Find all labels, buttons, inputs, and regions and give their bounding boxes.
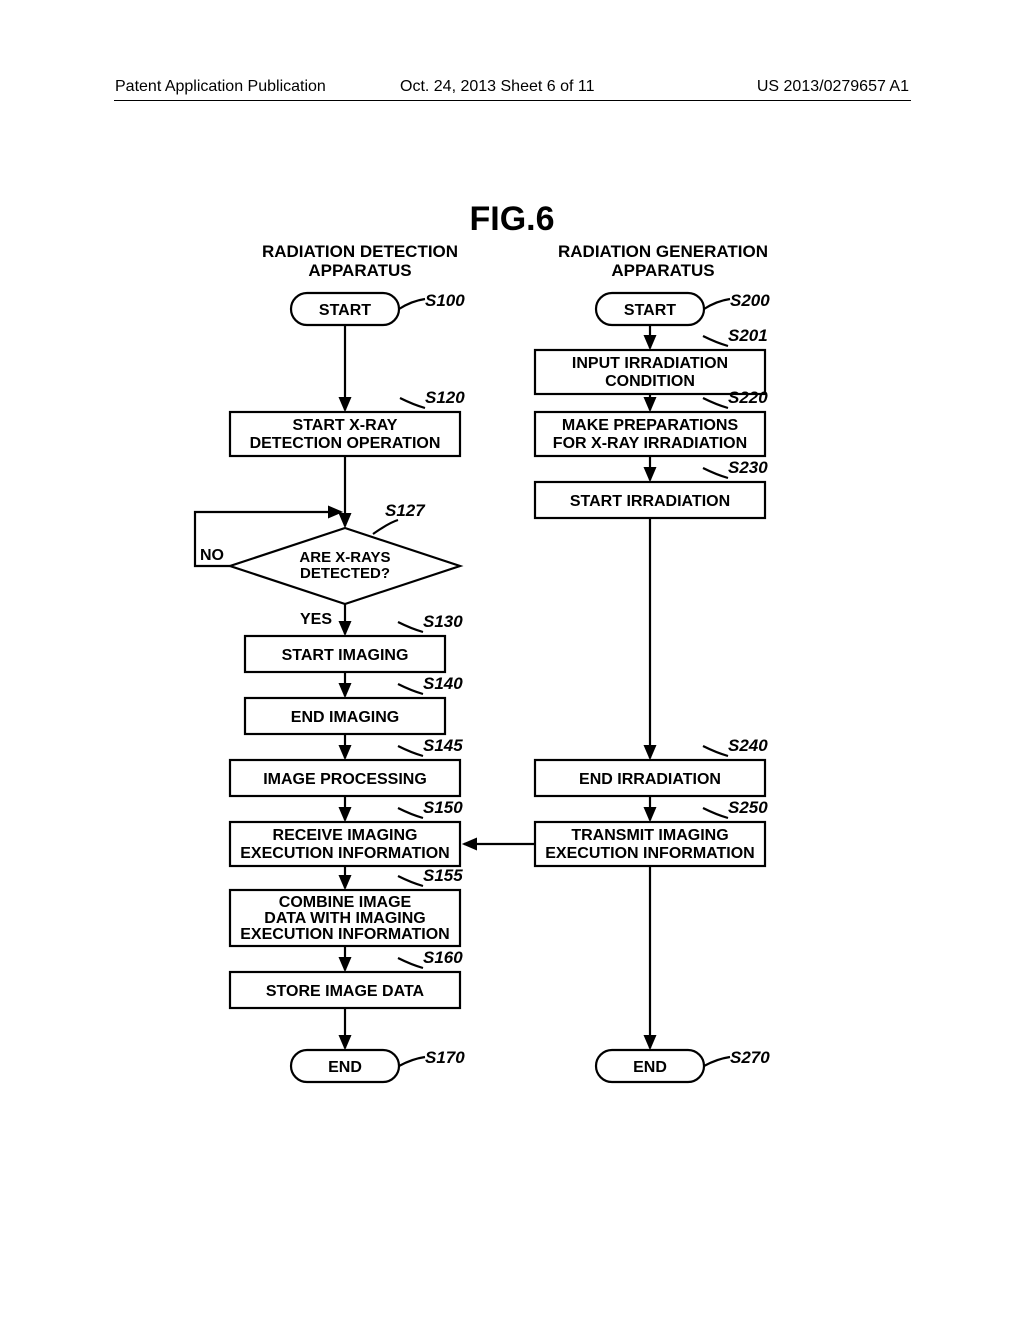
s200-label: S200 <box>730 291 770 310</box>
s120-text2: DETECTION OPERATION <box>250 435 441 452</box>
s200-text: START <box>624 302 676 319</box>
s250-text2: EXECUTION INFORMATION <box>545 845 754 862</box>
s270-label: S270 <box>730 1048 770 1067</box>
s120-text1: START X-RAY <box>293 417 398 434</box>
s150-text2: EXECUTION INFORMATION <box>240 845 449 862</box>
s201-leader <box>703 336 728 346</box>
s155-text2: DATA WITH IMAGING <box>264 910 425 927</box>
s130-leader <box>398 622 423 632</box>
s250-leader <box>703 808 728 818</box>
s170-text: END <box>328 1059 362 1076</box>
s140-leader <box>398 684 423 694</box>
s155-label: S155 <box>423 866 463 885</box>
s230-label: S230 <box>728 458 768 477</box>
s240-leader <box>703 746 728 756</box>
s160-leader <box>398 958 423 968</box>
right-column-title: RADIATION GENERATIONAPPARATUS <box>538 243 788 280</box>
s160-label: S160 <box>423 948 463 967</box>
page-header: Patent Application Publication Oct. 24, … <box>0 78 1024 96</box>
s155-text3: EXECUTION INFORMATION <box>240 926 449 943</box>
s127-label: S127 <box>385 501 426 520</box>
s240-label: S240 <box>728 736 768 755</box>
no-text: NO <box>200 547 224 564</box>
s100-leader <box>399 299 425 309</box>
s220-text1: MAKE PREPARATIONS <box>562 417 739 434</box>
s130-label: S130 <box>423 612 463 631</box>
s250-text1: TRANSMIT IMAGING <box>571 827 728 844</box>
s170-leader <box>399 1057 425 1066</box>
s150-label: S150 <box>423 798 463 817</box>
s120-leader <box>400 398 425 408</box>
s150-text1: RECEIVE IMAGING <box>273 827 418 844</box>
s155-text1: COMBINE IMAGE <box>279 894 412 911</box>
s120-label: S120 <box>425 388 465 407</box>
s140-label: S140 <box>423 674 463 693</box>
s100-text: START <box>319 302 371 319</box>
s201-text1: INPUT IRRADIATION <box>572 355 728 372</box>
s127-leader <box>373 520 398 534</box>
header-left: Patent Application Publication <box>115 78 326 96</box>
header-center: Oct. 24, 2013 Sheet 6 of 11 <box>400 78 595 96</box>
s170-label: S170 <box>425 1048 465 1067</box>
header-rule <box>114 100 911 101</box>
s201-label: S201 <box>728 326 768 345</box>
s270-text: END <box>633 1059 667 1076</box>
yes-text: YES <box>300 611 332 628</box>
s130-text: START IMAGING <box>282 647 409 664</box>
s140-text: END IMAGING <box>291 709 399 726</box>
s100-label: S100 <box>425 291 465 310</box>
s230-leader <box>703 468 728 478</box>
s145-leader <box>398 746 423 756</box>
header-right: US 2013/0279657 A1 <box>757 78 909 96</box>
s145-label: S145 <box>423 736 463 755</box>
s145-text: IMAGE PROCESSING <box>263 771 427 788</box>
s220-label: S220 <box>728 388 768 407</box>
left-column-title: RADIATION DETECTIONAPPARATUS <box>245 243 475 280</box>
s160-text: STORE IMAGE DATA <box>266 983 425 1000</box>
flowchart-svg: START S100 START X-RAY DETECTION OPERATI… <box>170 290 870 1130</box>
s240-text: END IRRADIATION <box>579 771 721 788</box>
s220-text2: FOR X-RAY IRRADIATION <box>553 435 747 452</box>
s150-leader <box>398 808 423 818</box>
s250-label: S250 <box>728 798 768 817</box>
s220-leader <box>703 398 728 408</box>
s200-leader <box>704 299 730 309</box>
s155-leader <box>398 876 423 886</box>
figure-title: FIG.6 <box>0 200 1024 239</box>
s201-text2: CONDITION <box>605 373 695 390</box>
s230-text: START IRRADIATION <box>570 493 730 510</box>
s127-text1: ARE X-RAYS <box>299 549 390 566</box>
s127-text2: DETECTED? <box>300 565 390 582</box>
s270-leader <box>704 1057 730 1066</box>
